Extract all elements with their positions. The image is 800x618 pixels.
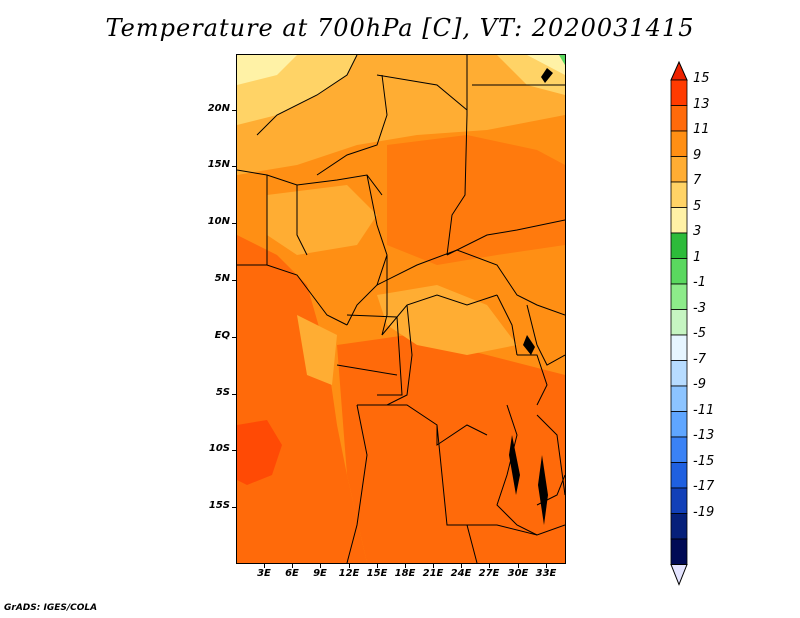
colorbar-top-arrow: [670, 60, 688, 81]
y-tick-label: 5S: [215, 387, 230, 398]
colorbar-swatch: [670, 487, 688, 514]
field-9-11-center: [377, 285, 517, 355]
y-tick-mark: [232, 166, 237, 167]
field-9-11-west: [267, 185, 377, 255]
colorbar-swatch: [670, 283, 688, 310]
colorbar-level-label: 13: [693, 96, 710, 112]
colorbar-swatch: [670, 258, 688, 285]
x-tick-mark: [320, 563, 321, 568]
chart-title: Temperature at 700hPa [C], VT: 202003141…: [105, 14, 695, 42]
y-tick-label: 10N: [207, 216, 230, 227]
colorbar-swatch: [670, 207, 688, 234]
field-9-11-coast: [297, 315, 337, 385]
colorbar-level-label: -19: [693, 504, 715, 520]
x-tick-label: 27E: [478, 568, 500, 579]
x-tick-label: 30E: [507, 568, 529, 579]
colorbar-swatch: [670, 309, 688, 336]
colorbar-level-label: 9: [693, 147, 702, 163]
colorbar-bottom-arrow: [670, 564, 688, 586]
field-5-7-ne: [527, 55, 565, 75]
colorbar-swatch: [670, 232, 688, 259]
temperature-map: [237, 55, 565, 563]
colorbar-level-label: 5: [693, 198, 702, 214]
map-panel: [236, 54, 566, 564]
colorbar-swatch: [670, 130, 688, 157]
field-13-15-southwest: [237, 235, 367, 563]
x-tick-mark: [349, 563, 350, 568]
x-tick-mark: [377, 563, 378, 568]
x-tick-label: 18E: [394, 568, 416, 579]
y-tick-label: 20N: [207, 103, 230, 114]
credit-label: GrADS: IGES/COLA: [4, 603, 98, 613]
colorbar-level-label: -11: [693, 402, 715, 418]
y-tick-label: 10S: [208, 443, 230, 454]
x-tick-mark: [405, 563, 406, 568]
field-1-3-corner: [559, 55, 565, 65]
colorbar-level-label: -17: [693, 479, 715, 494]
colorbar-swatch: [670, 105, 688, 132]
field-hot-spot: [237, 420, 282, 485]
colorbar-swatch: [670, 385, 688, 412]
x-tick-label: 9E: [313, 568, 327, 579]
x-tick-mark: [264, 563, 265, 568]
x-tick-mark: [546, 563, 547, 568]
colorbar-level-label: -1: [693, 275, 706, 290]
colorbar-level-label: -5: [693, 326, 706, 341]
y-tick-mark: [232, 337, 237, 338]
colorbar-swatch: [670, 181, 688, 208]
colorbar-level-label: -15: [693, 453, 715, 469]
colorbar-swatch: [670, 462, 688, 489]
country-borders: [237, 55, 565, 563]
colorbar-level-label: -7: [693, 351, 706, 367]
colorbar-level-label: 1: [693, 249, 702, 265]
x-tick-label: 12E: [338, 568, 360, 579]
colorbar-swatch: [670, 334, 688, 361]
colorbar-swatch: [670, 436, 688, 463]
colorbar-swatch: [670, 538, 688, 565]
y-tick-mark: [232, 223, 237, 224]
colorbar-swatch: [670, 79, 688, 106]
colorbar-level-label: 7: [693, 173, 702, 188]
x-tick-mark: [461, 563, 462, 568]
y-tick-mark: [232, 450, 237, 451]
y-tick-label: EQ: [214, 330, 230, 341]
x-tick-label: 33E: [535, 568, 557, 579]
x-tick-label: 15E: [366, 568, 388, 579]
y-tick-mark: [232, 110, 237, 111]
lakes: [509, 68, 553, 525]
y-tick-mark: [232, 280, 237, 281]
x-tick-mark: [292, 563, 293, 568]
x-tick-label: 6E: [285, 568, 299, 579]
colorbar-level-label: -9: [693, 377, 706, 392]
colorbar-swatches: [670, 60, 688, 586]
y-tick-label: 5N: [214, 273, 230, 284]
colorbar-swatch: [670, 156, 688, 183]
colorbar-swatch: [670, 360, 688, 387]
x-tick-label: 24E: [450, 568, 472, 579]
x-tick-label: 21E: [422, 568, 444, 579]
field-5-7-nw: [237, 55, 297, 85]
field-13-north: [387, 135, 565, 265]
x-tick-mark: [433, 563, 434, 568]
colorbar-level-label: -3: [693, 300, 706, 316]
colorbar-level-label: 15: [693, 71, 710, 86]
colorbar-level-label: 3: [693, 224, 702, 239]
colorbar-swatch: [670, 411, 688, 438]
x-tick-mark: [489, 563, 490, 568]
y-tick-label: 15S: [208, 500, 230, 511]
colorbar-level-label: 11: [693, 122, 710, 137]
colorbar-swatch: [670, 513, 688, 540]
y-tick-mark: [232, 394, 237, 395]
y-tick-label: 15N: [207, 159, 230, 170]
y-tick-mark: [232, 507, 237, 508]
x-tick-mark: [518, 563, 519, 568]
colorbar-level-label: -13: [693, 428, 715, 443]
x-tick-label: 3E: [257, 568, 271, 579]
field-13-central-south: [337, 335, 565, 563]
